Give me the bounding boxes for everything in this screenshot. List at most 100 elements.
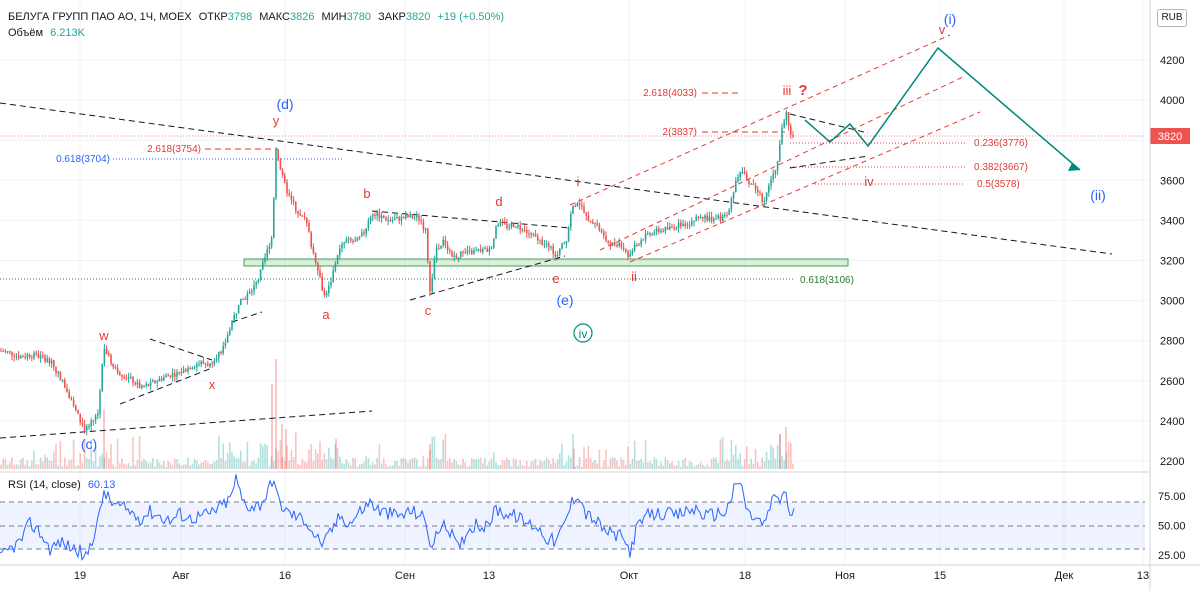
candle-body	[66, 387, 68, 393]
candle-body	[233, 315, 235, 322]
candle-body	[677, 222, 680, 228]
volume-bar	[35, 464, 37, 469]
candle-body	[323, 290, 326, 296]
volume-bar	[44, 455, 46, 469]
candle-body	[354, 240, 356, 242]
volume-bar	[110, 443, 112, 469]
volume-bar	[361, 463, 363, 469]
candle-body	[600, 230, 603, 233]
volume-bar	[105, 451, 108, 469]
candle-body	[486, 248, 488, 253]
candle-body	[741, 171, 744, 173]
volume-bar	[732, 454, 735, 469]
volume-bar	[636, 460, 638, 469]
price-tick: 2200	[1160, 456, 1184, 468]
candle-body	[328, 285, 330, 294]
candle-body	[431, 278, 433, 292]
candle-body	[147, 384, 150, 386]
candle-body	[325, 293, 328, 296]
volume-bar	[532, 460, 535, 469]
volume-bar	[422, 455, 425, 469]
volume-bar	[271, 384, 273, 469]
wave-label-x: x	[209, 377, 216, 392]
symbol-header: БЕЛУГА ГРУПП ПАО АО, 1Ч, MOEX ОТКР3798 М…	[8, 11, 508, 23]
volume-bar	[266, 445, 268, 469]
volume-bar	[167, 460, 169, 469]
wave-label-d: d	[495, 194, 502, 209]
volume-bar	[519, 460, 521, 469]
volume-bar	[754, 448, 757, 469]
volume-bar	[528, 466, 530, 469]
candle-body	[193, 367, 196, 369]
volume-bar	[578, 457, 581, 469]
volume-bar	[631, 458, 634, 469]
candle-body	[361, 232, 363, 237]
candle-body	[240, 298, 242, 306]
candle-body	[699, 216, 702, 218]
volume-bar	[721, 437, 724, 469]
volume-bar	[218, 435, 220, 469]
volume-bar	[625, 465, 627, 469]
candle-body	[510, 223, 513, 227]
fib-label-0236-3776: 0.236(3776)	[974, 138, 1028, 149]
volume-bar	[154, 466, 156, 469]
candle-body	[759, 192, 761, 194]
volume-bar	[123, 463, 125, 469]
candle-body	[724, 214, 726, 216]
price-tick: 2400	[1160, 416, 1184, 428]
volume-bar	[699, 462, 702, 469]
volume-bar	[229, 442, 231, 469]
volume-bar	[517, 465, 519, 469]
volume-bar	[556, 459, 559, 469]
volume-bar	[653, 457, 656, 469]
candle-body	[22, 356, 24, 358]
candle-body	[77, 409, 79, 414]
candle-body	[695, 216, 697, 221]
volume-bar	[149, 462, 152, 469]
volume-bar	[90, 439, 92, 469]
candle-body	[515, 226, 517, 228]
candle-body	[664, 227, 667, 232]
candle-body	[710, 216, 713, 222]
rsi-tick: 75.00	[1158, 491, 1186, 503]
candle-body	[372, 214, 374, 217]
volume-bar	[182, 464, 185, 469]
volume-bar	[743, 459, 746, 469]
candle-body	[783, 120, 785, 128]
currency-button[interactable]: RUB	[1157, 9, 1187, 27]
volume-bar	[83, 439, 86, 469]
candle-body	[570, 213, 572, 228]
volume-bar	[299, 464, 301, 469]
candle-body	[506, 223, 508, 228]
volume-bar	[446, 461, 449, 469]
candle-body	[255, 282, 257, 285]
candle-body	[684, 223, 686, 226]
volume-bar	[2, 458, 4, 469]
wave-label-b: b	[363, 186, 370, 201]
candle-body	[640, 240, 642, 245]
candle-body	[407, 214, 409, 218]
candle-body	[75, 405, 77, 410]
volume-value: 6.213K	[50, 27, 85, 39]
candle-body	[420, 219, 422, 222]
candle-body	[204, 363, 207, 365]
candle-body	[268, 247, 271, 250]
fib-label-05-3578: 0.5(3578)	[977, 179, 1020, 190]
volume-bar	[391, 465, 394, 469]
candle-body	[380, 215, 383, 219]
wave-label-c-blue: (c)	[81, 436, 97, 452]
candle-body	[13, 355, 15, 357]
candle-body	[772, 173, 774, 180]
volume-bar	[119, 463, 121, 469]
candle-body	[526, 230, 528, 234]
volume-bar	[204, 460, 207, 469]
volume-bar	[20, 459, 22, 469]
candle-body	[187, 367, 189, 372]
volume-bar	[134, 465, 136, 469]
volume-bar	[231, 451, 233, 469]
candle-body	[501, 221, 504, 223]
volume-bar	[389, 465, 392, 469]
volume-bar	[523, 465, 526, 469]
volume-bar	[174, 458, 176, 469]
volume-bar	[726, 459, 728, 469]
